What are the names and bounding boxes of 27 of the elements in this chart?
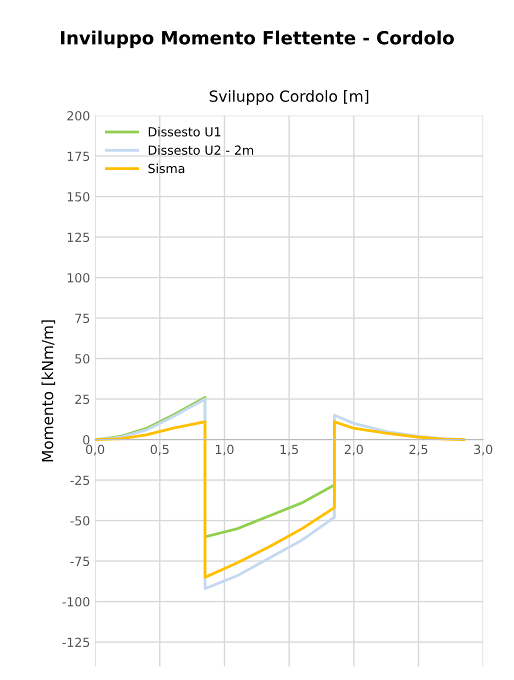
y-tick-label: 200 xyxy=(67,111,90,121)
y-tick-label: 75 xyxy=(75,314,90,324)
chart-title: Inviluppo Momento Flettente - Cordolo xyxy=(61,30,454,48)
y-tick-label: -100 xyxy=(62,597,90,607)
y-tick-label: 150 xyxy=(68,192,90,202)
y-tick-label: -125 xyxy=(62,638,90,648)
y-tick-label: 100 xyxy=(68,273,90,283)
x-tick-label: 2,5 xyxy=(409,444,428,456)
x-tick-label: 0,0 xyxy=(86,444,104,456)
y-tick-label: -25 xyxy=(70,476,90,486)
y-tick-label: 50 xyxy=(75,354,90,364)
legend-label: Dissesto U2 - 2m xyxy=(148,145,254,155)
x-tick-label: 1,0 xyxy=(216,444,234,456)
y-tick-label: -75 xyxy=(70,556,90,566)
x-tick-label: 0,5 xyxy=(150,444,169,456)
y-tick-label: 125 xyxy=(68,232,90,242)
legend-label: Dissesto U1 xyxy=(148,126,220,137)
y-tick-label: -50 xyxy=(70,516,90,526)
x-tick-label: 3,0 xyxy=(474,444,492,456)
x-tick-label: 1,5 xyxy=(280,444,298,456)
x-tick-label: 2,0 xyxy=(344,444,363,456)
y-tick-label: 0 xyxy=(83,435,90,445)
y-tick-label: 25 xyxy=(75,394,90,404)
y-axis-title: Momento [kNm/m] xyxy=(42,320,56,462)
x-axis-title: Sviluppo Cordolo [m] xyxy=(210,90,368,105)
y-tick-label: 175 xyxy=(68,152,90,162)
legend-label: Sisma xyxy=(148,164,184,174)
